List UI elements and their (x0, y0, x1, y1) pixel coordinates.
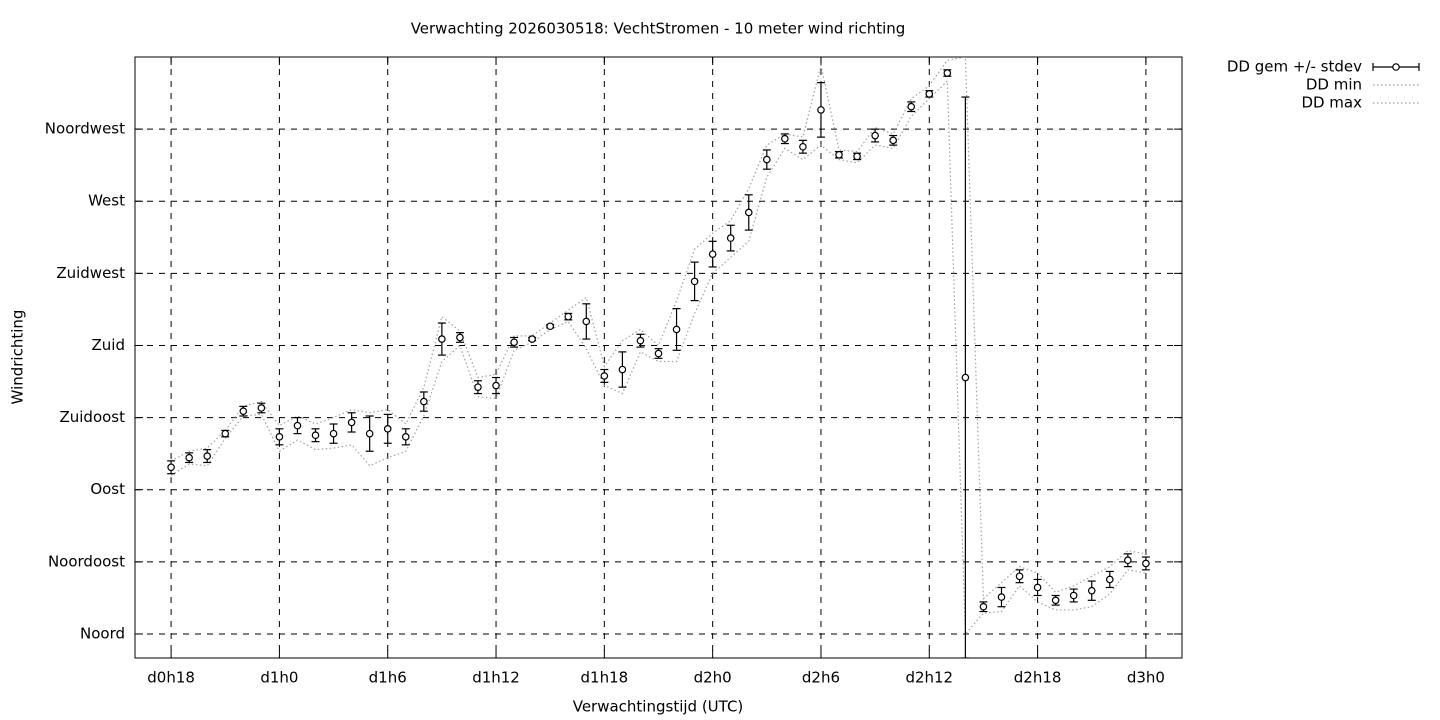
data-point (474, 383, 482, 391)
y-tick-label: Noordoost (48, 552, 125, 570)
data-point (438, 335, 446, 343)
legend-label: DD min (1306, 76, 1362, 94)
series-line (170, 57, 1147, 600)
data-point (510, 338, 518, 347)
data-point (420, 397, 428, 406)
data-point (347, 418, 356, 427)
data-point (654, 349, 663, 358)
x-tick-label: d1h0 (260, 669, 298, 687)
data-point (618, 365, 627, 374)
x-axis-label: Verwachtingstijd (UTC) (573, 698, 744, 716)
data-point (1105, 575, 1114, 584)
data-point (871, 131, 879, 140)
data-point (1124, 556, 1132, 565)
data-point (943, 69, 952, 77)
data-point (708, 250, 717, 258)
y-tick-label: Oost (90, 480, 125, 498)
data-point (221, 429, 230, 438)
y-tick-label: Zuidwest (56, 264, 125, 282)
data-point (889, 136, 897, 145)
plot-area (167, 57, 1150, 658)
y-tick-label: Zuid (92, 336, 125, 354)
data-point (690, 277, 699, 286)
y-tick-label: Noord (80, 624, 125, 642)
data-point (979, 602, 988, 611)
data-point (311, 431, 320, 440)
data-point (185, 453, 193, 462)
data-point (726, 234, 735, 242)
data-point (1033, 583, 1042, 592)
x-tick-label: d3h0 (1127, 669, 1165, 687)
data-point (365, 429, 374, 438)
data-point (239, 407, 248, 415)
data-point (853, 152, 861, 161)
data-point (582, 317, 591, 326)
data-point (329, 429, 338, 438)
data-point (1142, 559, 1150, 568)
data-point (401, 433, 410, 441)
data-point (1051, 596, 1060, 605)
data-point (744, 208, 753, 217)
legend-swatch (1392, 63, 1400, 71)
x-tick-label: d2h18 (1014, 669, 1062, 687)
data-point (293, 421, 302, 430)
data-point (1015, 572, 1024, 581)
x-tick-label: d1h18 (581, 669, 629, 687)
data-point (203, 452, 212, 460)
y-tick-label: Zuidoost (59, 408, 125, 426)
data-point (257, 404, 266, 412)
data-point (907, 102, 916, 111)
x-tick-label: d0h18 (147, 669, 195, 687)
chart-title: Verwachting 2026030518: VechtStromen - 1… (411, 20, 906, 38)
data-point (167, 463, 175, 472)
y-axis-label: Windrichting (9, 310, 27, 405)
x-tick-label: d1h12 (472, 669, 520, 687)
data-point (492, 381, 500, 390)
data-point (546, 322, 554, 331)
data-point (600, 372, 609, 380)
data-point (636, 336, 645, 345)
data-point (799, 142, 807, 151)
data-point (528, 335, 536, 343)
y-tick-label: Noordwest (45, 120, 125, 138)
x-tick-label: d2h12 (905, 669, 953, 687)
data-point (763, 155, 771, 164)
data-point (781, 134, 789, 143)
data-point (1069, 591, 1078, 600)
y-tick-label: West (88, 192, 125, 210)
data-point (961, 373, 970, 382)
data-point (835, 150, 843, 159)
legend-label: DD max (1301, 94, 1362, 112)
x-tick-label: d1h6 (369, 669, 407, 687)
data-point (456, 333, 464, 342)
plot-frame (134, 56, 1183, 659)
x-tick-label: d2h0 (694, 669, 732, 687)
data-point (1087, 586, 1096, 595)
data-point (997, 593, 1006, 601)
data-point (564, 312, 573, 321)
x-tick-label: d2h6 (802, 669, 840, 687)
legend-label: DD gem +/- stdev (1227, 58, 1362, 76)
data-point (275, 433, 284, 441)
data-point (672, 325, 681, 334)
data-point (925, 90, 934, 98)
data-point (817, 106, 825, 114)
data-point (383, 425, 392, 433)
